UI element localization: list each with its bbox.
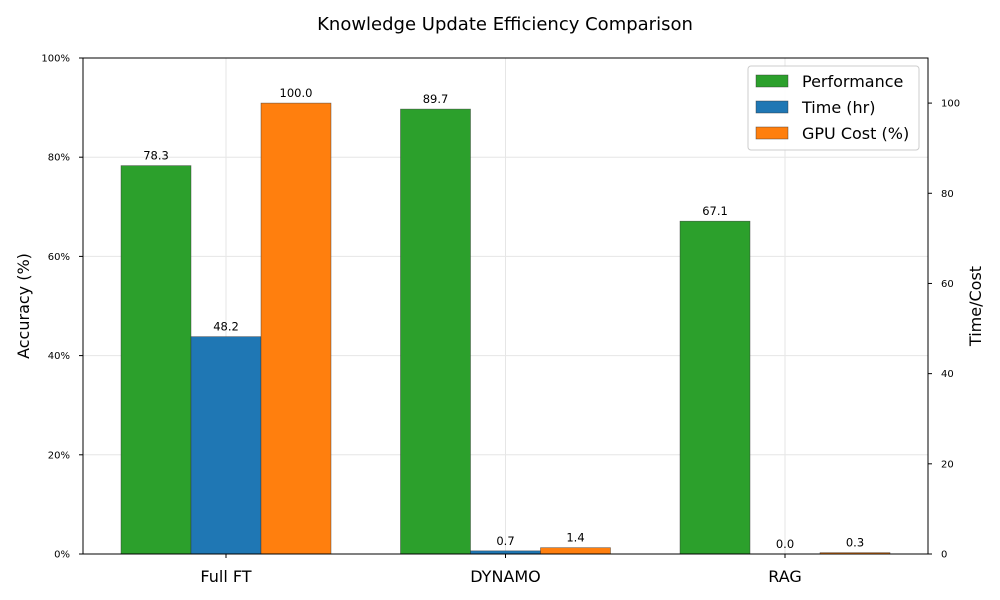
data-label: 78.3 [143, 149, 169, 163]
data-label: 100.0 [280, 86, 313, 100]
data-label: 48.2 [213, 320, 239, 334]
legend-swatch [755, 126, 789, 140]
data-label: 67.1 [702, 204, 728, 218]
y-tick-label: 40% [48, 351, 70, 362]
x-tick-label: Full FT [200, 567, 251, 586]
data-label: 0.3 [846, 536, 864, 550]
x-tick-label: RAG [768, 567, 802, 586]
legend-label: Time (hr) [801, 98, 875, 117]
y-right-tick-label: 80 [941, 189, 954, 200]
y-right-axis-label: Time/Cost [966, 266, 985, 347]
data-label: 1.4 [566, 531, 584, 545]
y-right-tick-label: 100 [941, 99, 960, 110]
legend: Performance Time (hr) GPU Cost (%) [747, 65, 920, 151]
x-tick-label: DYNAMO [470, 567, 541, 586]
y-right-tick-label: 40 [941, 369, 954, 380]
bar-0-0 [120, 165, 192, 555]
data-label: 0.0 [776, 537, 794, 551]
chart-title: Knowledge Update Efficiency Comparison [317, 14, 693, 35]
bar-0-1 [400, 108, 471, 555]
bar-1-0 [190, 336, 262, 555]
bar-2-0 [260, 102, 332, 555]
bar-2-1 [540, 547, 611, 555]
legend-label: GPU Cost (%) [802, 124, 909, 143]
y-tick-label: 100% [41, 54, 70, 65]
y-right-tick-label: 20 [941, 459, 954, 470]
bar-0-2 [679, 220, 751, 555]
y-tick-label: 20% [48, 450, 70, 461]
axes: 0% 20% 40% 60% 80% 100% Full FT DYNAMO RAG 0 20 40 6… [41, 54, 960, 587]
y-right-tick-label: 0 [941, 550, 947, 561]
legend-label: Performance [802, 72, 903, 91]
y-tick-label: 60% [48, 252, 70, 263]
data-label: 89.7 [423, 92, 449, 106]
bars [120, 102, 891, 555]
y-right-tick-label: 60 [941, 279, 954, 290]
data-label: 0.7 [496, 534, 514, 548]
legend-swatch [755, 100, 789, 114]
legend-swatch [755, 74, 789, 88]
y-tick-label: 80% [48, 153, 70, 164]
y-axis-label: Accuracy (%) [14, 253, 33, 359]
data-labels: 78.3 89.7 67.1 48.2 0.7 0.0 100.0 1.4 0.3 [143, 86, 864, 551]
legend-box [747, 65, 920, 151]
y-tick-label: 0% [54, 550, 70, 561]
